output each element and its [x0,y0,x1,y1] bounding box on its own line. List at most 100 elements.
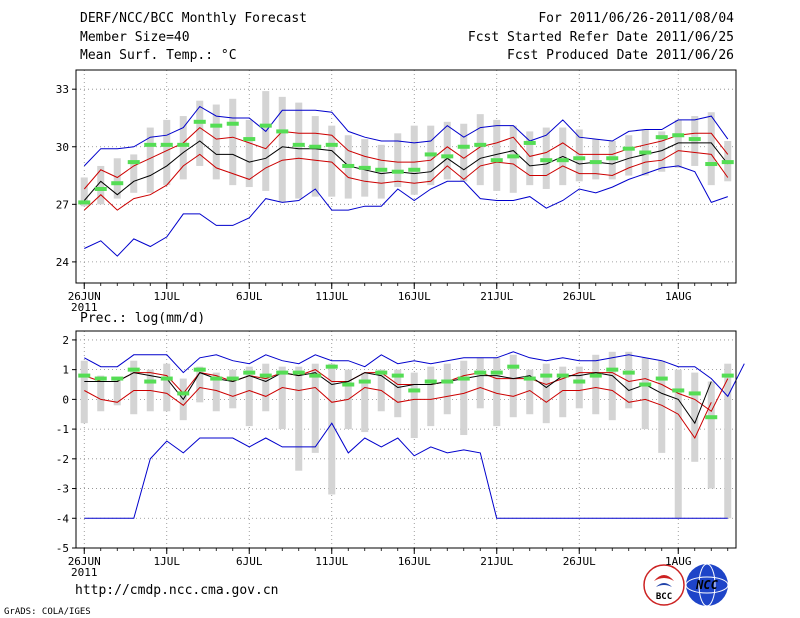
temp-marker [655,135,668,140]
precip-marker [721,373,734,378]
header-variable: Mean Surf. Temp.: °C [80,48,237,63]
temp-marker [507,154,520,159]
temp-spread-box [394,133,402,188]
temp-spread-box [179,116,187,180]
precip-spread-box [559,366,567,418]
temp-marker [78,200,91,205]
precip-spread-box [509,354,517,418]
precip-marker [177,391,190,396]
precip-spread-box [130,360,138,415]
temp-marker [210,123,223,128]
precip-marker [144,379,157,384]
temp-marker [144,142,157,147]
temp-marker [408,167,421,172]
temp-xtick-label: 26JUN [68,290,101,303]
temp-marker [672,133,685,138]
precip-marker [655,376,668,381]
precip-ytick-label: -5 [56,542,69,555]
temp-xtick-label: 16JUL [398,290,431,303]
temp-spread-box [509,125,517,193]
temp-ytick-label: 27 [56,198,69,211]
temp-marker [441,154,454,159]
precip-spread-box [691,372,699,462]
ncc-logo: NCC [685,563,729,607]
precip-marker [375,370,388,375]
temp-spread-box [97,165,105,205]
precip-line-mean [84,371,712,425]
source-url[interactable]: http://cmdp.ncc.cma.gov.cn [75,583,279,598]
precip-spread-box [592,354,600,415]
precip-marker [292,370,305,375]
precip-spread-box [460,360,468,436]
temp-spread-box [146,127,154,193]
temp-marker [589,160,602,165]
temp-frame [75,69,737,284]
precip-xtick-label: 26JUL [563,555,596,568]
temp-xtick-label: 26JUL [563,290,596,303]
temp-spread-box [575,129,583,182]
temp-spread-box [80,177,88,207]
precip-marker [573,379,586,384]
precip-marker [243,370,256,375]
grads-credit: GrADS: COLA/IGES [4,607,91,617]
temp-marker [556,158,569,163]
precip-marker [457,376,470,381]
temp-spread-box [196,100,204,166]
precip-marker [507,364,520,369]
temp-spread-box [163,119,171,186]
precip-marker [325,364,338,369]
temp-marker [226,121,239,126]
temp-xtick-label: 21JUL [480,290,513,303]
precip-spread-box [361,372,369,433]
temp-spread-box [328,125,336,197]
temp-marker [127,160,140,165]
temp-marker [540,158,553,163]
temp-marker [94,186,107,191]
temp-marker [688,137,701,142]
temp-spread-box [212,104,220,180]
precip-marker [622,370,635,375]
ncc-logo-label: NCC [695,578,718,592]
precip-spread-box [295,366,303,471]
precip-year-label: 2011 [71,566,98,579]
temp-marker [606,156,619,161]
precip-ytick-label: -4 [56,512,70,525]
precip-spread-box [608,351,616,421]
precip-ytick-label: -1 [56,423,69,436]
precip-ytick-label: 2 [62,334,69,347]
precip-marker [705,415,718,420]
header-member-size: Member Size=40 [80,30,190,45]
temp-marker [705,162,718,167]
temp-ytick-label: 33 [56,83,69,96]
temp-marker [342,163,355,168]
precip-spread-box [245,366,253,427]
precip-marker [259,373,272,378]
temp-marker [457,144,470,149]
ncc-logo-meridian [698,563,716,607]
bcc-logo-swirl [654,575,674,581]
precip-spread-box [625,351,633,409]
temp-xtick-label: 11JUL [315,290,348,303]
precip-xtick-label: 6JUL [236,555,263,568]
temp-panel: 24 27 30 33 26JUN 1JUL 6JUL 11JUL 16JUL 21JUL 26JU… [56,69,737,314]
precip-spread-box [658,360,666,453]
temp-spread-box [262,91,270,191]
precip-ytick-label: -3 [56,483,69,496]
temp-year-label: 2011 [71,301,98,314]
precip-spread-box [212,372,220,412]
temp-marker [523,140,536,145]
temp-spread-box [443,121,451,180]
precip-xtick-label: 1JUL [154,555,181,568]
precip-marker [424,379,437,384]
temp-xtick-label: 1AUG [665,290,692,303]
temp-spread-box [130,154,138,193]
temp-line-min [84,165,728,257]
precip-spread-box [278,366,286,430]
precip-spread-box [229,369,237,409]
precip-marker [556,373,569,378]
precip-line-upper [84,369,729,413]
header-title: DERF/NCC/BCC Monthly Forecast [80,11,307,26]
precip-marker [391,373,404,378]
precip-ytick-label: 0 [62,393,69,406]
